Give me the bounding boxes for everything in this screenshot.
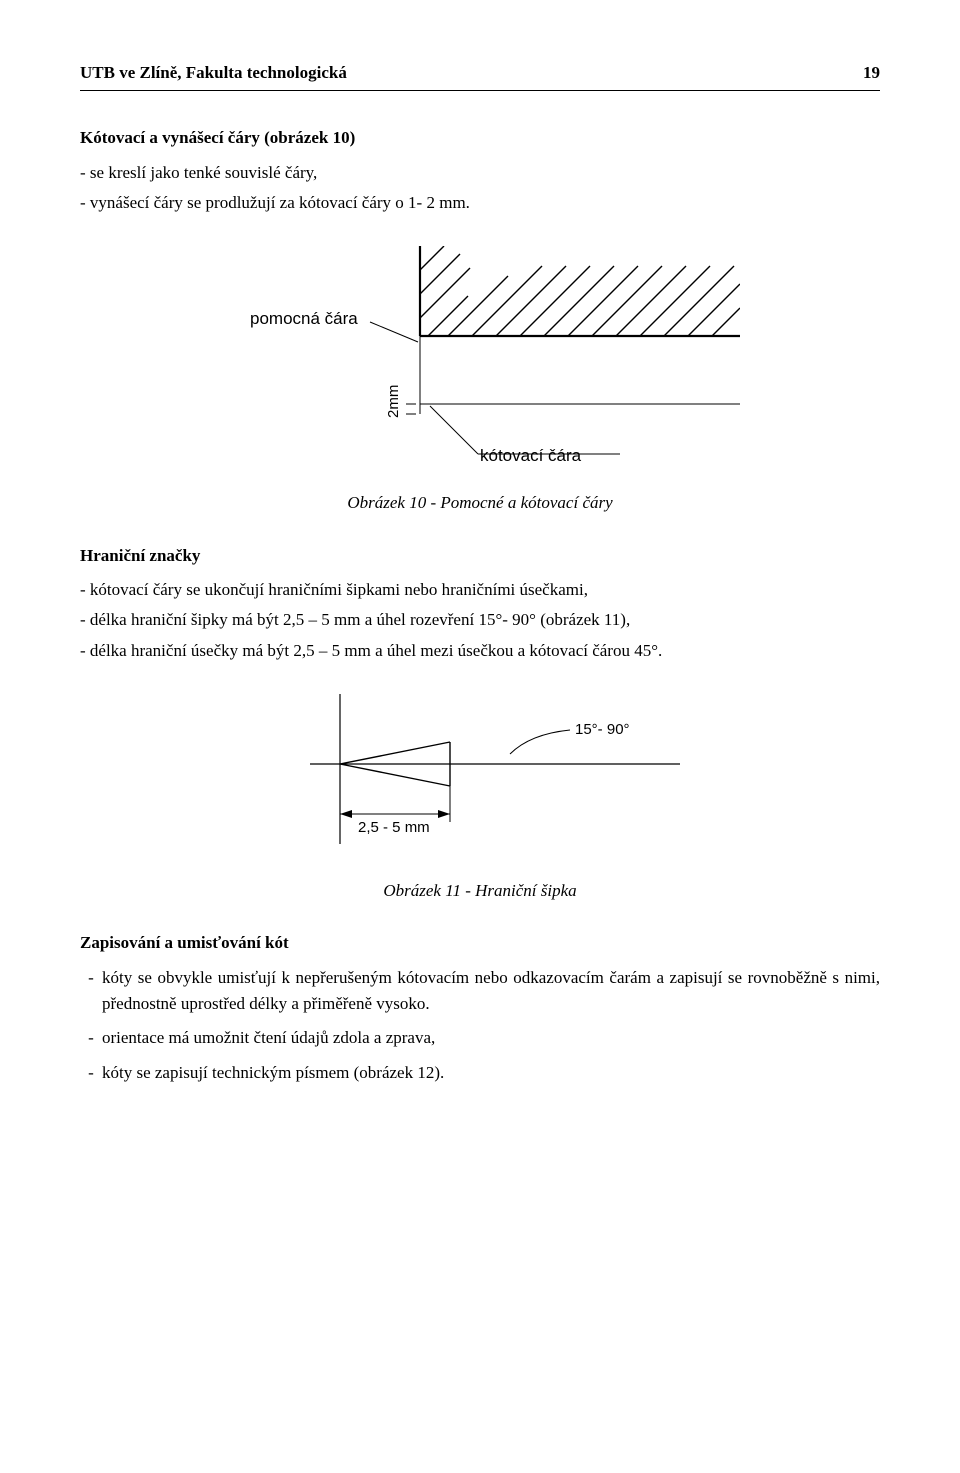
figure-11-label-angle: 15°- 90° [575,721,630,738]
dash-icon: - [80,1025,102,1051]
section3-item-2-text: orientace má umožnit čtení údajů zdola a… [102,1025,880,1051]
figure-10-caption: Obrázek 10 - Pomocné a kótovací čáry [80,490,880,516]
figure-10: pomocná čára 2mm kótovací čára [80,246,880,476]
dash-icon: - [80,965,102,1018]
page-header: UTB ve Zlíně, Fakulta technologická 19 [80,60,880,91]
figure-10-label-2mm: 2mm [385,385,402,418]
section3-heading: Zapisování a umisťování kót [80,930,880,956]
section3-item-2: - orientace má umožnit čtení údajů zdola… [80,1025,880,1051]
figure-11: 15°- 90° 2,5 - 5 mm [80,694,880,864]
section2-bullet-3: - délka hraniční úsečky má být 2,5 – 5 m… [80,638,880,664]
figure-11-label-length: 2,5 - 5 mm [358,819,430,836]
header-title: UTB ve Zlíně, Fakulta technologická [80,60,347,86]
header-page-number: 19 [863,60,880,86]
section3-item-3-text: kóty se zapisují technickým písmem (obrá… [102,1060,880,1086]
section1-heading: Kótovací a vynášecí čáry (obrázek 10) [80,125,880,151]
section2-bullet-1: - kótovací čáry se ukončují hraničními š… [80,577,880,603]
figure-11-caption: Obrázek 11 - Hraniční šipka [80,878,880,904]
section3-item-3: - kóty se zapisují technickým písmem (ob… [80,1060,880,1086]
figure-10-svg: pomocná čára 2mm kótovací čára [220,246,740,476]
section3-item-1: - kóty se obvykle umisťují k nepřerušený… [80,965,880,1018]
section2-heading: Hraniční značky [80,543,880,569]
section3-item-1-text: kóty se obvykle umisťují k nepřerušeným … [102,965,880,1018]
dash-icon: - [80,1060,102,1086]
figure-11-svg: 15°- 90° 2,5 - 5 mm [270,694,690,864]
section2-bullet-2: - délka hraniční šipky má být 2,5 – 5 mm… [80,607,880,633]
figure-10-label-pomocna: pomocná čára [250,309,358,328]
section1-bullet-2: - vynášecí čáry se prodlužují za kótovac… [80,190,880,216]
figure-10-label-kotovaci: kótovací čára [480,446,582,465]
section1-bullet-1: - se kreslí jako tenké souvislé čáry, [80,160,880,186]
